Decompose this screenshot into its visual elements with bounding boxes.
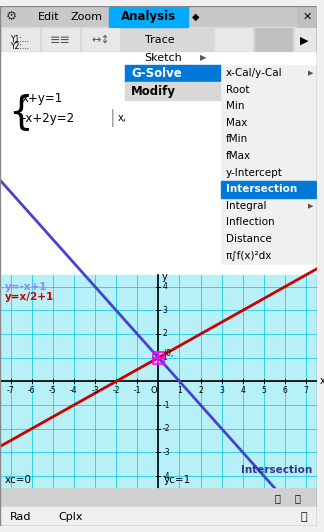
Text: ✕: ✕ [302, 12, 312, 22]
Text: 1: 1 [162, 353, 167, 362]
Text: Distance: Distance [226, 234, 272, 244]
Bar [42, 28, 79, 51]
Text: 4: 4 [162, 282, 167, 291]
Bar [215, 28, 252, 51]
Text: x,: x, [117, 113, 126, 123]
Text: Intersection: Intersection [226, 184, 297, 194]
Text: 3: 3 [219, 386, 224, 395]
Text: Min: Min [226, 101, 244, 111]
Text: Y2:...: Y2:... [11, 42, 30, 51]
Text: y-Intercept: y-Intercept [226, 168, 283, 178]
Bar [221, 64, 316, 264]
Text: -2: -2 [112, 386, 120, 395]
Text: -5: -5 [49, 386, 57, 395]
Text: ▶: ▶ [308, 70, 313, 76]
Text: 📋: 📋 [294, 493, 300, 503]
Text: Trace: Trace [145, 35, 174, 45]
Bar [297, 6, 317, 28]
Bar [255, 28, 292, 51]
Text: x+y=1: x+y=1 [21, 93, 63, 105]
Text: 6: 6 [283, 386, 287, 395]
Text: 🔋: 🔋 [300, 512, 307, 522]
Text: Inflection: Inflection [226, 218, 274, 228]
Text: -1: -1 [133, 386, 141, 395]
Text: 7: 7 [304, 386, 309, 395]
Text: ▶: ▶ [308, 203, 313, 209]
Text: -7: -7 [7, 386, 14, 395]
Text: y=x/2+1: y=x/2+1 [5, 292, 54, 302]
Text: fMin: fMin [226, 135, 248, 144]
Text: Root: Root [226, 85, 249, 95]
Text: -6: -6 [28, 386, 36, 395]
Text: G-Solve: G-Solve [131, 67, 182, 80]
Text: 4: 4 [240, 386, 245, 395]
Text: ▶: ▶ [201, 53, 207, 62]
Text: Modify: Modify [131, 85, 176, 97]
Bar [295, 28, 315, 51]
Text: Intersection: Intersection [241, 466, 312, 475]
Text: x-Cal/y-Cal: x-Cal/y-Cal [226, 68, 283, 78]
Bar [0, 488, 317, 508]
Text: Zoom: Zoom [70, 12, 102, 22]
Text: ↔↕: ↔↕ [91, 35, 110, 45]
Text: y=-x+1: y=-x+1 [5, 281, 47, 292]
Bar [2, 28, 39, 51]
Text: Y1:...: Y1:... [11, 35, 30, 44]
Bar [153, 352, 164, 363]
Text: 1: 1 [177, 386, 182, 395]
Text: Max: Max [226, 118, 247, 128]
Bar [221, 181, 316, 197]
Text: ◆: ◆ [192, 12, 199, 22]
Text: π∫f(x)²dx: π∫f(x)²dx [226, 251, 272, 261]
Text: Sketch: Sketch [145, 53, 182, 63]
Text: -4: -4 [162, 471, 170, 480]
Bar [0, 28, 317, 52]
Text: yc=1: yc=1 [163, 475, 191, 485]
Text: |: | [110, 110, 115, 127]
Text: ▶: ▶ [300, 35, 308, 45]
Text: 2: 2 [198, 386, 203, 395]
Text: fMax: fMax [226, 151, 251, 161]
Text: -3: -3 [162, 448, 170, 457]
Bar [0, 275, 317, 488]
Text: 2: 2 [162, 329, 167, 338]
Text: x: x [320, 376, 324, 386]
Text: 3: 3 [162, 306, 167, 315]
Text: Analysis: Analysis [121, 10, 176, 23]
Bar [0, 6, 317, 28]
Text: Cplx: Cplx [59, 512, 83, 522]
Bar [125, 82, 221, 100]
Bar [125, 64, 221, 82]
Text: (0,: (0, [163, 350, 174, 358]
Bar [0, 508, 317, 526]
Text: Edit: Edit [38, 12, 60, 22]
Text: xc=0: xc=0 [5, 475, 32, 485]
Text: 5: 5 [261, 386, 266, 395]
Bar [8, 155, 19, 167]
Text: 📋: 📋 [275, 493, 281, 503]
Text: ≡≡: ≡≡ [50, 34, 71, 47]
Text: -4: -4 [70, 386, 78, 395]
Text: y: y [161, 272, 167, 282]
Text: Integral: Integral [226, 201, 266, 211]
Bar [110, 6, 188, 28]
Text: -2: -2 [162, 424, 170, 433]
Bar [0, 52, 317, 275]
Text: -3: -3 [91, 386, 99, 395]
Text: -x+2y=2: -x+2y=2 [21, 112, 75, 125]
Text: -1: -1 [162, 401, 170, 410]
Text: Rad: Rad [10, 512, 31, 522]
Text: ⚙: ⚙ [6, 10, 17, 23]
Text: O: O [150, 386, 157, 395]
Bar [82, 28, 119, 51]
Text: {: { [8, 93, 33, 130]
